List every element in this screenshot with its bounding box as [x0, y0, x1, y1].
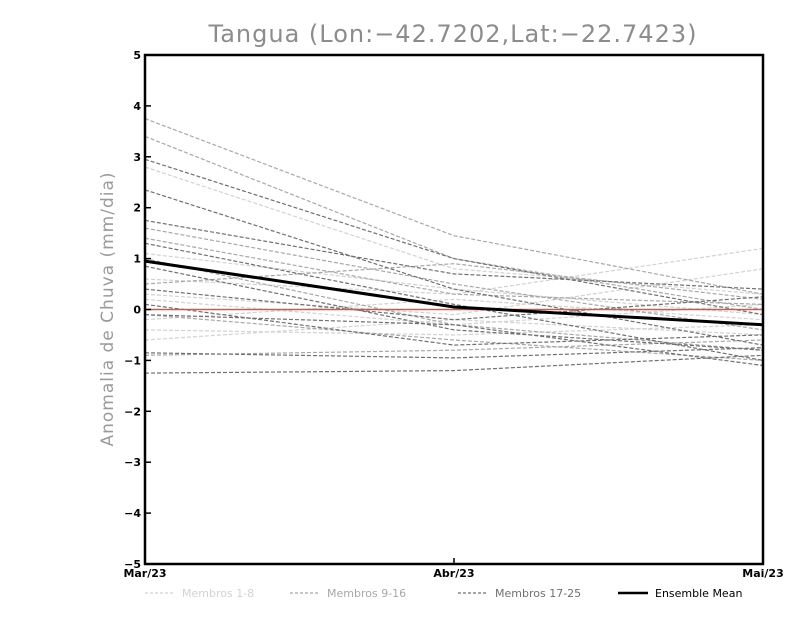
member-line-group3-8 [144, 314, 764, 367]
y-tick-label: 2 [133, 202, 141, 215]
member-line-group3-1 [144, 158, 764, 316]
member-line-group2-8 [144, 339, 764, 356]
x-tick-label: Abr/23 [433, 567, 474, 580]
ensemble-mean-line [144, 259, 764, 327]
member-line-group1-2 [144, 247, 764, 295]
y-tick-label: −2 [124, 405, 141, 418]
member-line-group1-6 [144, 324, 764, 336]
series-layer [144, 118, 764, 374]
member-line-group2-3 [144, 227, 764, 331]
member-line-group2-4 [144, 237, 764, 305]
y-tick-label: −1 [124, 354, 141, 367]
member-line-group3-2 [144, 189, 764, 346]
member-line-group3-3 [144, 219, 764, 290]
legend: Membros 1-8 Membros 9-16 Membros 17-25 Ense… [145, 587, 742, 600]
y-tick-label: 1 [133, 253, 141, 266]
legend-label: Membros 1-8 [182, 587, 254, 600]
member-line-group1-5 [144, 298, 764, 321]
member-line-group3-9 [144, 347, 764, 359]
chart-title: Tangua (Lon:−42.7202,Lat:−22.7423) [208, 20, 698, 48]
y-axis-ticks: −5 −4 −3 −2 −1 0 1 2 3 4 5 [124, 49, 151, 571]
x-axis-ticks: Mar/23 Abr/23 Mai/23 [123, 558, 784, 580]
member-line-group1-4 [144, 298, 764, 326]
y-tick-label: −4 [124, 507, 141, 520]
y-tick-label: 0 [133, 304, 141, 317]
member-line-group2-7 [144, 314, 764, 361]
y-tick-label: 3 [133, 151, 141, 164]
member-line-group1-7 [144, 319, 764, 341]
legend-label: Ensemble Mean [655, 587, 742, 600]
y-tick-label: −3 [124, 456, 141, 469]
member-line-group3-5 [144, 265, 764, 351]
member-line-group3-6 [144, 288, 764, 321]
member-line-group3-10 [144, 354, 764, 374]
y-tick-label: 4 [133, 100, 141, 113]
y-tick-label: −5 [124, 558, 141, 571]
member-line-group2-1 [144, 118, 764, 295]
legend-label: Membros 9-16 [327, 587, 406, 600]
x-tick-label: Mar/23 [123, 567, 166, 580]
legend-label: Membros 17-25 [495, 587, 581, 600]
member-line-group3-4 [144, 242, 764, 361]
member-line-group1-8 [144, 252, 764, 316]
y-tick-label: 5 [133, 49, 141, 62]
x-tick-label: Mai/23 [742, 567, 783, 580]
member-line-group1-1 [144, 166, 764, 295]
y-axis-label: Anomalia de Chuva (mm/dia) [98, 171, 118, 446]
